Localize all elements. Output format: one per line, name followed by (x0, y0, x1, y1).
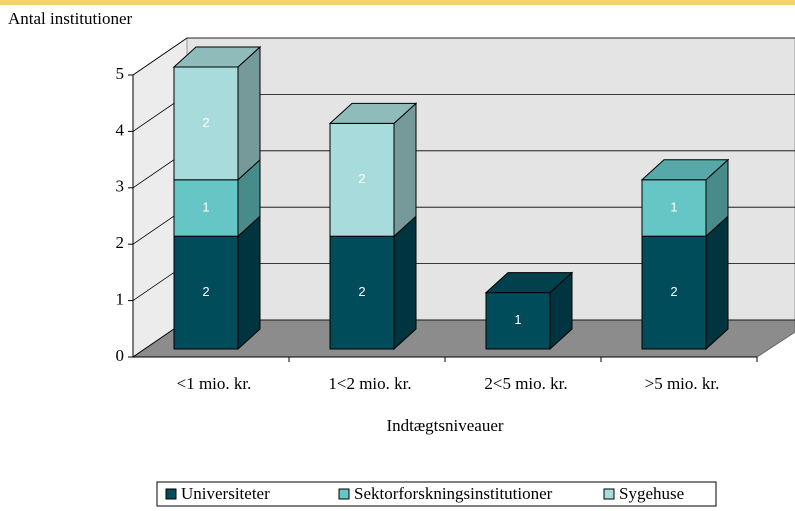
bar-segment (329, 122, 395, 237)
value-label: 2 (670, 284, 677, 299)
bar-segment (641, 235, 707, 350)
legend-box (156, 481, 717, 507)
y-axis-label: Antal institutioner (8, 9, 133, 28)
y-tick-label: 0 (116, 346, 125, 365)
x-tick-label: 2<5 mio. kr. (484, 374, 567, 393)
legend-label: Sektorforskningsinstitutioner (354, 484, 553, 503)
y-tick-label: 5 (116, 64, 125, 83)
bar-side (393, 102, 417, 238)
bar-side (705, 215, 729, 351)
y-tick-label: 3 (116, 177, 125, 196)
bar-segment (485, 292, 551, 350)
value-label: 1 (514, 312, 521, 327)
x-axis-label: Indtægtsniveauer (386, 416, 503, 435)
bar-segment (173, 66, 239, 181)
legend-swatch (603, 488, 615, 500)
x-tick-label: <1 mio. kr. (177, 374, 252, 393)
value-label: 1 (202, 199, 209, 214)
x-tick-label: 1<2 mio. kr. (328, 374, 411, 393)
value-label: 1 (670, 199, 677, 214)
y-tick-label: 4 (116, 120, 125, 139)
y-tick-label: 1 (116, 290, 125, 309)
legend-swatch (338, 488, 350, 500)
x-tick-label: >5 mio. kr. (645, 374, 720, 393)
bar-side (237, 215, 261, 351)
legend-label: Sygehuse (619, 484, 684, 503)
value-label: 2 (358, 284, 365, 299)
bar-top (640, 159, 730, 181)
bar-side (393, 215, 417, 351)
bar-segment (173, 179, 239, 237)
legend-swatch (165, 488, 177, 500)
y-tick-label: 2 (116, 233, 125, 252)
top-strip (0, 0, 795, 5)
bar-top (328, 102, 418, 124)
value-label: 2 (202, 284, 209, 299)
legend-label: Universiteter (181, 484, 270, 503)
bar-top (172, 46, 262, 68)
bar-top (484, 272, 574, 294)
value-label: 2 (358, 171, 365, 186)
bar-side (237, 45, 261, 181)
grid-line (132, 37, 795, 76)
value-label: 2 (202, 115, 209, 130)
